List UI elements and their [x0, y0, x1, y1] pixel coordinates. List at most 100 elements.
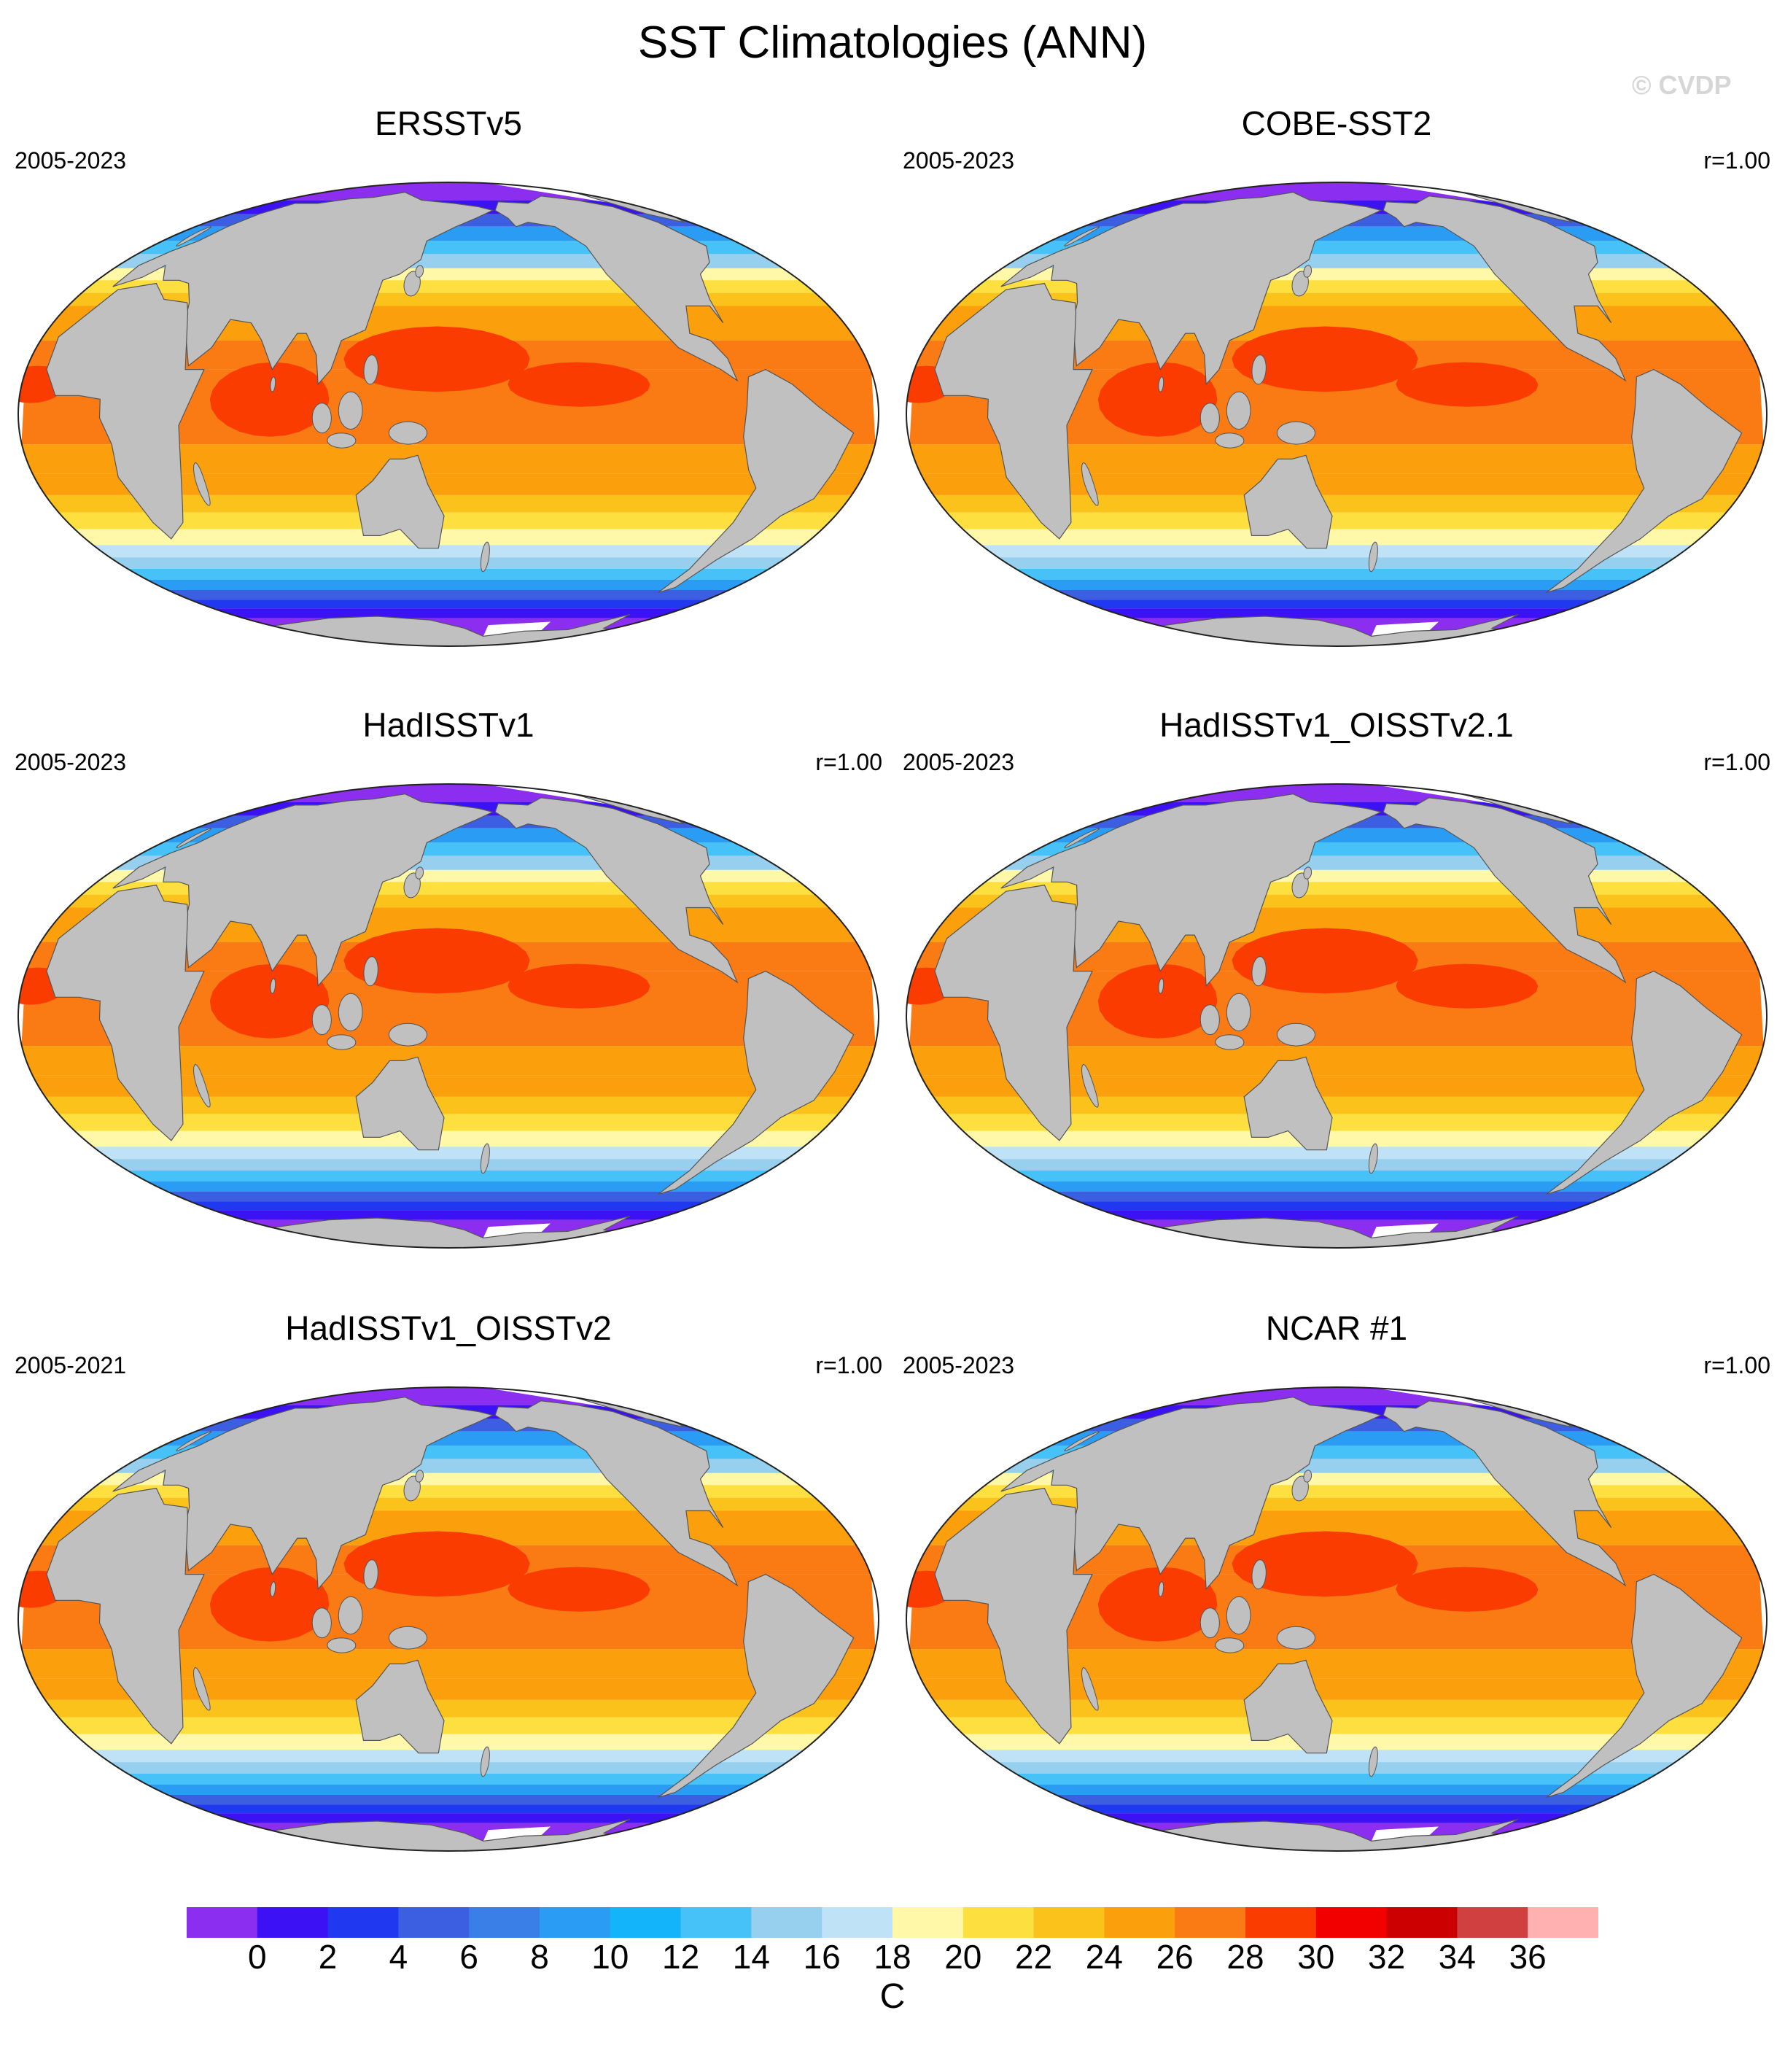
land-mask: [494, 797, 739, 984]
colorbar-swatch: [822, 1907, 893, 1938]
land-mask: [658, 368, 855, 593]
land-mask: [355, 454, 445, 549]
colorbar-tick-label: 12: [662, 1938, 700, 1976]
island: [192, 462, 211, 506]
map-panel: HadISSTv1_OISSTv2 2005-2021 r=1.00: [15, 1307, 882, 1852]
sst-band: [1081, 1210, 1592, 1220]
colorbar-swatch: [327, 1907, 399, 1938]
sst-band: [909, 444, 1764, 474]
island: [1064, 1431, 1100, 1451]
island: [1215, 1034, 1245, 1050]
sst-band: [134, 1181, 763, 1192]
island: [338, 391, 363, 430]
missing-data-patch: [1370, 182, 1515, 203]
map-border: [906, 783, 1768, 1249]
sst-band: [42, 494, 855, 513]
sst-band: [930, 1699, 1743, 1718]
land-mask: [355, 1659, 445, 1754]
sst-band: [989, 1762, 1684, 1774]
island: [1199, 403, 1220, 434]
colorbar-tick-label: 22: [1015, 1938, 1053, 1976]
land-mask: [1243, 454, 1333, 549]
sst-band: [1041, 1192, 1633, 1202]
panel-title: ERSSTv5: [375, 104, 522, 142]
warm-pool: [508, 362, 650, 407]
warm-pool: [1396, 1567, 1539, 1612]
map-border: [906, 1386, 1768, 1852]
colorbar-tick-label: 20: [944, 1938, 982, 1976]
island: [1251, 1559, 1267, 1590]
sst-band: [55, 1717, 842, 1734]
island: [1215, 432, 1245, 449]
colorbar-swatch: [1528, 1907, 1598, 1938]
island: [176, 1431, 212, 1451]
colorbar-swatch: [1033, 1907, 1105, 1938]
panel-correlation: r=1.00: [815, 1352, 882, 1378]
island: [1215, 1637, 1245, 1653]
colorbar-tick-label: 4: [389, 1938, 408, 1976]
sst-band: [957, 1734, 1716, 1750]
sst-band: [117, 569, 780, 580]
sst-band: [919, 473, 1754, 495]
colorbar-swatch: [187, 1907, 258, 1938]
land-mask: [46, 1487, 205, 1745]
sst-band: [31, 1075, 866, 1097]
sst-band: [117, 1171, 780, 1181]
map-border: [18, 182, 879, 647]
land-mask: [1546, 1573, 1743, 1798]
sst-band: [1005, 569, 1668, 580]
map-layers: [18, 784, 876, 1248]
island: [1226, 391, 1251, 430]
panel-correlation: r=1.00: [1703, 1352, 1770, 1378]
island: [1158, 1581, 1164, 1597]
missing-data-patch: [482, 182, 627, 203]
island: [1226, 993, 1251, 1032]
map-layers: [906, 1387, 1764, 1851]
sst-band: [101, 1762, 796, 1774]
warm-pool: [508, 1567, 650, 1612]
island: [363, 956, 378, 987]
island: [338, 1596, 363, 1635]
sst-band: [173, 1201, 724, 1211]
colorbar-tick-label: 10: [591, 1938, 629, 1976]
sst-band: [193, 608, 704, 618]
island: [327, 432, 357, 449]
colorbar-swatch: [398, 1907, 470, 1938]
colorbar-labels: 0 2 4 6 8 10 12 14 16 18 20 22 24 26 28 30 32 34 36: [0, 1936, 1785, 1980]
island: [388, 421, 428, 445]
map-panel: HadISSTv1_OISSTv2.1 2005-2023 r=1.00: [903, 704, 1770, 1249]
panel-period: 2005-2023: [15, 147, 127, 174]
map-layers: [906, 784, 1764, 1248]
colorbar-swatch: [962, 1907, 1035, 1938]
map-border: [906, 182, 1768, 647]
warm-pool: [1232, 326, 1418, 392]
island: [176, 226, 212, 247]
land-mask: [934, 1487, 1093, 1745]
land-mask: [934, 282, 1093, 540]
island: [363, 1559, 378, 1590]
island: [176, 828, 212, 848]
sst-band: [101, 1159, 796, 1171]
land-mask: [1546, 970, 1743, 1195]
warm-pool: [508, 963, 650, 1009]
sst-band: [21, 444, 876, 474]
island: [1064, 226, 1100, 247]
colorbar-swatch: [680, 1907, 752, 1938]
island: [1199, 1004, 1220, 1036]
panel-title: NCAR #1: [1265, 1309, 1408, 1347]
island: [415, 1470, 424, 1483]
sst-band: [152, 590, 744, 600]
colorbar-tick-label: 14: [732, 1938, 770, 1976]
colorbar-tick-label: 0: [248, 1938, 267, 1976]
island: [363, 354, 378, 385]
missing-data-patch: [1370, 1387, 1515, 1408]
land-mask: [658, 970, 855, 1195]
colorbar-swatch: [610, 1907, 682, 1938]
sst-band: [55, 512, 842, 529]
sst-band: [85, 1750, 812, 1763]
land-mask: [494, 195, 739, 382]
warm-pool: [343, 928, 530, 994]
island: [1276, 1023, 1316, 1047]
missing-data-patch: [482, 1387, 627, 1408]
sst-band: [134, 580, 763, 590]
